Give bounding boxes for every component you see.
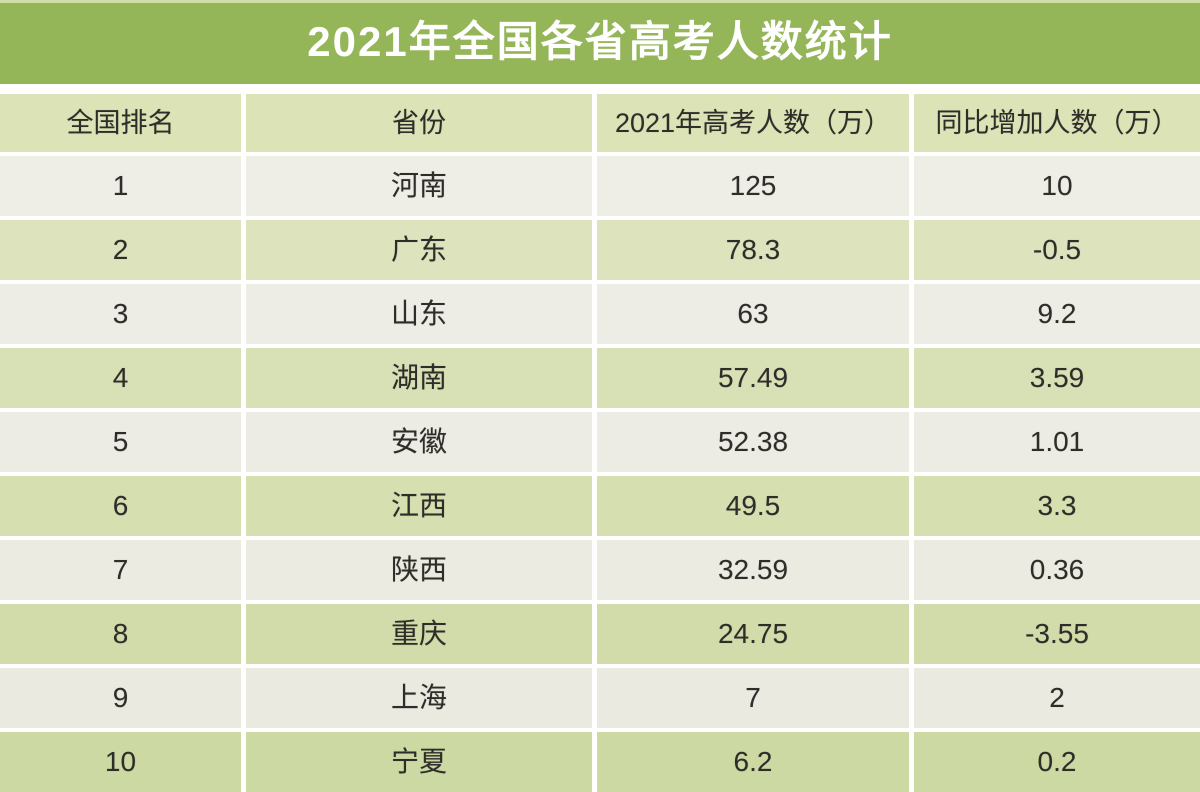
cell-yoy-change: 9.2 [914,284,1200,344]
cell-rank: 7 [0,540,241,600]
title-bar: 2021年全国各省高考人数统计 [0,0,1200,84]
cell-province: 河南 [246,156,592,216]
cell-yoy-change: 10 [914,156,1200,216]
cell-yoy-change: 1.01 [914,412,1200,472]
cell-yoy-change: 2 [914,668,1200,728]
cell-exam-count: 24.75 [597,604,909,664]
cell-rank: 6 [0,476,241,536]
cell-yoy-change: 3.3 [914,476,1200,536]
cell-province: 湖南 [246,348,592,408]
cell-yoy-change: 0.2 [914,732,1200,792]
page-title: 2021年全国各省高考人数统计 [307,17,893,65]
cell-exam-count: 6.2 [597,732,909,792]
cell-rank: 2 [0,220,241,280]
cell-rank: 9 [0,668,241,728]
cell-exam-count: 78.3 [597,220,909,280]
cell-rank: 8 [0,604,241,664]
cell-exam-count: 49.5 [597,476,909,536]
header-cell-yoy-change: 同比增加人数（万） [914,94,1200,152]
cell-yoy-change: 3.59 [914,348,1200,408]
title-divider [0,84,1200,94]
cell-rank: 4 [0,348,241,408]
cell-exam-count: 63 [597,284,909,344]
cell-province: 重庆 [246,604,592,664]
cell-exam-count: 32.59 [597,540,909,600]
cell-exam-count: 7 [597,668,909,728]
cell-rank: 3 [0,284,241,344]
cell-yoy-change: -0.5 [914,220,1200,280]
cell-province: 江西 [246,476,592,536]
cell-province: 安徽 [246,412,592,472]
cell-province: 陕西 [246,540,592,600]
cell-province: 宁夏 [246,732,592,792]
header-cell-province: 省份 [246,94,592,152]
cell-rank: 10 [0,732,241,792]
cell-yoy-change: 0.36 [914,540,1200,600]
stats-table: 全国排名 省份 2021年高考人数（万） 同比增加人数（万） 1 河南 125 … [0,94,1200,792]
cell-yoy-change: -3.55 [914,604,1200,664]
cell-province: 山东 [246,284,592,344]
cell-rank: 1 [0,156,241,216]
cell-rank: 5 [0,412,241,472]
cell-exam-count: 125 [597,156,909,216]
header-cell-rank: 全国排名 [0,94,241,152]
cell-exam-count: 52.38 [597,412,909,472]
header-cell-exam-count: 2021年高考人数（万） [597,94,909,152]
cell-province: 广东 [246,220,592,280]
cell-exam-count: 57.49 [597,348,909,408]
cell-province: 上海 [246,668,592,728]
